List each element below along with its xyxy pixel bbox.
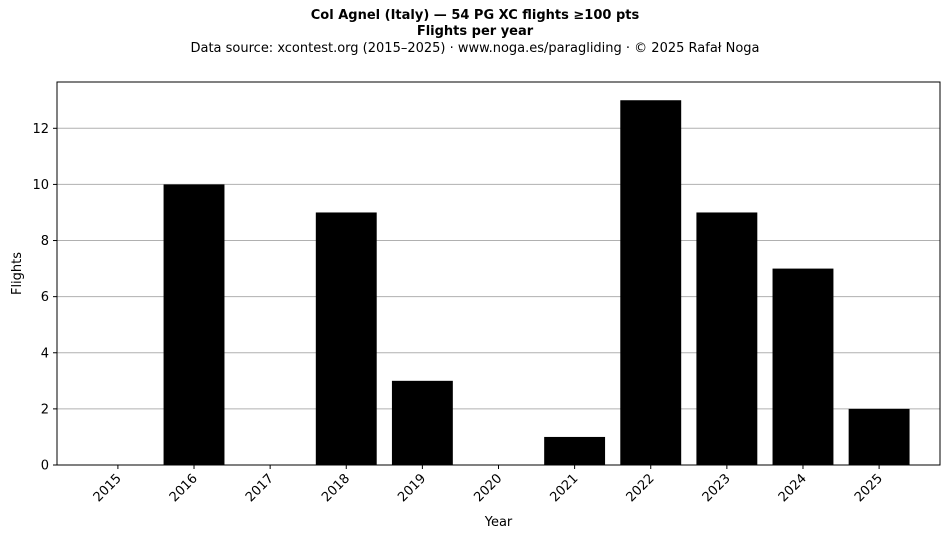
y-tick-label: 12 (32, 122, 49, 137)
x-tick-label: 2024 (776, 471, 810, 505)
y-axis: 0 2 4 6 8 10 12 (32, 122, 57, 474)
x-tick-label: 2023 (700, 471, 734, 505)
x-tick-label: 2021 (547, 471, 581, 505)
y-tick-label: 2 (41, 402, 49, 417)
x-tick-label: 2022 (624, 471, 658, 505)
bars (163, 100, 910, 465)
bar-2024 (772, 268, 834, 465)
x-tick-label: 2015 (91, 471, 125, 505)
y-tick-label: 8 (41, 234, 49, 249)
bar-2019 (391, 380, 453, 465)
x-axis: 2015 2016 2017 2018 2019 2020 2021 2022 2023 2024… (91, 465, 886, 505)
source-note: Data source: xcontest.org (2015–2025) · … (190, 41, 760, 56)
y-axis-label: Flights (10, 252, 25, 295)
x-tick-label: 2020 (471, 471, 505, 505)
bar-2022 (620, 100, 682, 465)
bar-2021 (544, 436, 606, 465)
x-tick-label: 2025 (852, 471, 886, 505)
y-tick-label: 6 (41, 290, 49, 305)
x-tick-label: 2017 (243, 471, 277, 505)
y-tick-label: 10 (32, 178, 49, 193)
chart-title: Col Agnel (Italy) — 54 PG XC flights ≥10… (310, 8, 640, 23)
y-tick-label: 0 (41, 459, 49, 474)
bar-2023 (696, 212, 758, 465)
title-block: Col Agnel (Italy) — 54 PG XC flights ≥10… (0, 8, 950, 58)
y-tick-label: 4 (41, 346, 49, 361)
bar-2016 (163, 184, 225, 465)
bar-2018 (315, 212, 377, 465)
bar-2025 (848, 408, 910, 465)
x-axis-label: Year (484, 515, 513, 530)
x-tick-label: 2018 (319, 471, 353, 505)
x-tick-label: 2016 (167, 471, 201, 505)
x-tick-label: 2019 (395, 471, 429, 505)
chart-subtitle: Flights per year (416, 24, 534, 39)
